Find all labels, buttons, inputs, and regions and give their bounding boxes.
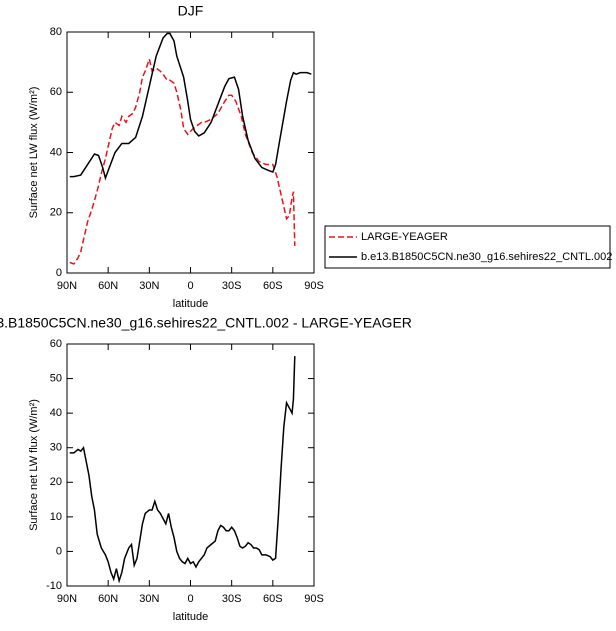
plot-frame — [66, 31, 315, 274]
y-tick-label: 50 — [50, 372, 62, 384]
x-tick-label: 30N — [139, 593, 159, 605]
y-axis-label: Surface net LW flux (W/m²) — [28, 399, 40, 531]
x-axis-label: latitude — [173, 298, 208, 310]
y-tick-label: -10 — [46, 580, 62, 592]
y-tick-label: 60 — [50, 86, 62, 98]
x-tick-label: 0 — [187, 280, 193, 292]
x-tick-label: 0 — [187, 593, 193, 605]
y-tick-label: 20 — [50, 476, 62, 488]
chart-title: DJF — [178, 3, 204, 19]
x-tick-label: 60S — [263, 593, 283, 605]
data-line — [69, 356, 296, 584]
x-axis-label: latitude — [173, 611, 208, 623]
legend-box — [324, 225, 611, 269]
data-line — [69, 56, 296, 265]
y-tick-label: 10 — [50, 511, 62, 523]
x-tick-label: 90N — [57, 280, 77, 292]
legend-label: LARGE-YEAGER — [361, 231, 448, 243]
plot-frame — [66, 343, 315, 587]
y-tick-label: 30 — [50, 442, 62, 454]
y-tick-label: 0 — [56, 267, 62, 279]
x-tick-label: 60S — [263, 280, 283, 292]
y-tick-label: 20 — [50, 207, 62, 219]
legend-label: b.e13.B1850C5CN.ne30_g16.sehires22_CNTL.… — [361, 251, 612, 263]
x-tick-label: 90S — [304, 593, 324, 605]
x-tick-label: 30S — [222, 280, 242, 292]
x-tick-label: 90N — [57, 593, 77, 605]
y-tick-label: 60 — [50, 338, 62, 350]
x-tick-label: 60N — [98, 593, 118, 605]
data-line — [69, 32, 312, 181]
x-tick-label: 30N — [139, 280, 159, 292]
y-tick-label: 40 — [50, 407, 62, 419]
y-tick-label: 40 — [50, 146, 62, 158]
chart-title: b.e13.B1850C5CN.ne30_g16.sehires22_CNTL.… — [0, 315, 412, 331]
x-tick-label: 60N — [98, 280, 118, 292]
y-axis-label: Surface net LW flux (W/m²) — [28, 87, 40, 219]
x-tick-label: 30S — [222, 593, 242, 605]
y-tick-label: 0 — [56, 545, 62, 557]
x-tick-label: 90S — [304, 280, 324, 292]
y-tick-label: 80 — [50, 26, 62, 38]
